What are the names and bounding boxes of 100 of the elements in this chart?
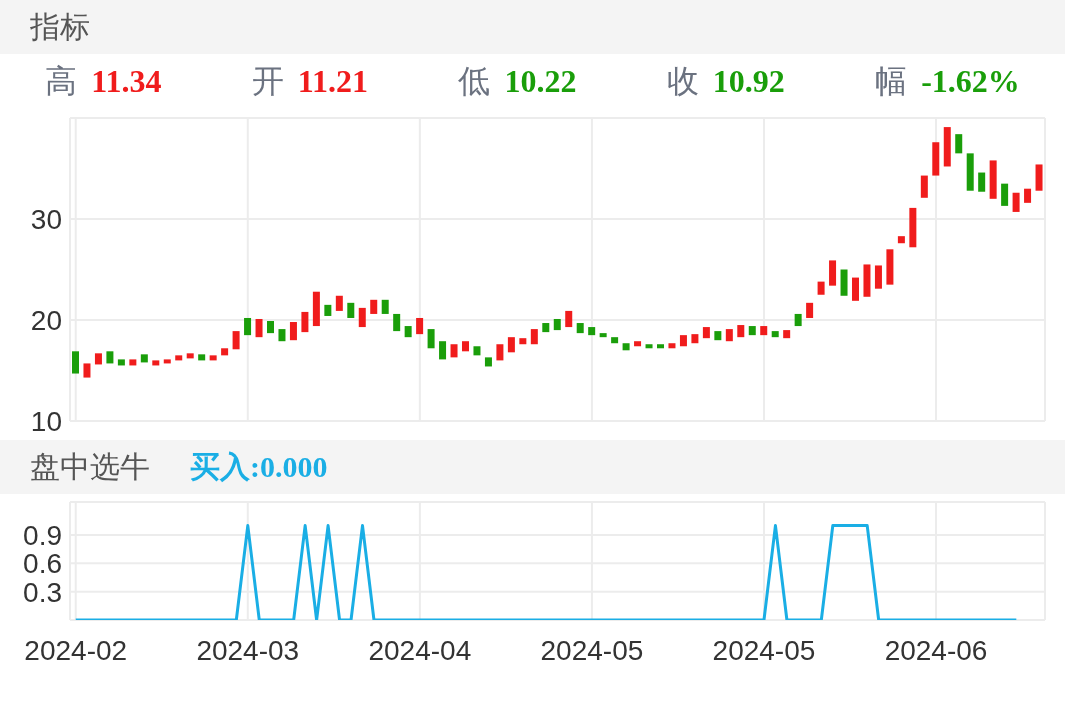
candlestick: [427, 329, 435, 349]
candlestick: [312, 291, 320, 327]
candlestick: [691, 334, 699, 344]
text: 开 11.21: [251, 63, 369, 99]
candlestick: [209, 355, 217, 361]
candlestick: [852, 277, 859, 301]
candlestick: [301, 311, 309, 333]
candlestick: [794, 313, 802, 327]
candlestick: [909, 207, 917, 248]
candlestick: [783, 330, 791, 339]
candlestick: [1035, 164, 1043, 191]
candlestick: [404, 326, 412, 338]
candlestick: [714, 331, 722, 341]
candlestick: [393, 313, 401, 332]
x-tick-label: 2024-03: [196, 634, 300, 666]
candlestick: [94, 353, 102, 365]
candlestick: [450, 344, 458, 358]
candlestick: [1012, 192, 1020, 212]
y-tick-label: 0.9: [23, 519, 62, 551]
candlestick: [657, 344, 664, 349]
candlestick: [920, 175, 928, 198]
x-tick-label: 2024-04: [368, 634, 472, 666]
candlestick: [737, 325, 745, 338]
candlestick: [978, 172, 986, 192]
candlestick: [221, 348, 229, 356]
text: 买入:0.000: [190, 448, 328, 485]
candlestick: [668, 343, 676, 349]
candlestick: [347, 302, 355, 318]
x-tick-label: 2024-05: [540, 634, 644, 666]
candlestick: [163, 359, 171, 364]
candlestick: [748, 326, 756, 336]
candlestick: [863, 264, 871, 297]
candlestick: [542, 323, 550, 333]
candlestick: [381, 299, 389, 314]
candlestick: [267, 321, 274, 334]
chart-title: 指标: [30, 8, 90, 45]
candlestick: [725, 329, 733, 342]
candlestick: [255, 318, 263, 338]
text: 收 10.92: [666, 63, 785, 99]
candlestick: [806, 302, 814, 318]
candlestick: [966, 153, 974, 191]
candlestick: [943, 127, 951, 167]
candlestick: [358, 307, 366, 328]
candlestick: [416, 317, 424, 335]
candlestick: [507, 337, 515, 353]
candlestick: [324, 304, 332, 316]
y-tick-label: 30: [30, 203, 62, 235]
candlestick: [152, 360, 160, 366]
y-tick-label: 10: [30, 405, 62, 437]
candlestick: [955, 134, 963, 154]
candlestick: [370, 299, 378, 314]
candlestick: [473, 346, 481, 356]
candlestick: [989, 160, 997, 199]
candlestick: [645, 344, 653, 349]
candlestick: [679, 335, 687, 347]
candlestick: [576, 323, 584, 334]
candlestick: [588, 327, 596, 336]
candlestick: [886, 249, 894, 285]
candlestick: [519, 338, 527, 345]
candlestick: [72, 351, 79, 374]
text: 低 10.22: [458, 63, 577, 99]
y-tick-label: 20: [30, 304, 62, 336]
candlestick: [622, 343, 630, 351]
candlestick: [874, 265, 882, 289]
candlestick: [599, 333, 607, 338]
candlestick: [829, 260, 837, 286]
candlestick: [897, 236, 905, 244]
text: 幅 -1.62%: [875, 63, 1020, 99]
chart-title: 盘中选牛: [30, 448, 150, 485]
candlestick: [186, 353, 194, 359]
candlestick: [565, 310, 573, 328]
candlestick: [840, 269, 848, 296]
candlestick: [232, 331, 240, 350]
candlestick: [83, 363, 91, 378]
text: 高 11.34: [45, 63, 162, 99]
candlestick: [530, 329, 538, 345]
candlestick: [439, 341, 447, 360]
candlestick: [106, 351, 114, 364]
candlestick: [932, 142, 940, 176]
x-tick-label: 2024-05: [712, 634, 816, 666]
candlestick: [771, 331, 779, 338]
candlestick: [702, 327, 710, 339]
candlestick: [634, 341, 642, 347]
candlestick: [462, 341, 469, 352]
candlestick: [140, 354, 148, 363]
candlestick: [611, 337, 619, 344]
candlestick: [117, 359, 125, 366]
candlestick: [278, 329, 286, 342]
candlestick: [175, 355, 183, 361]
candlestick: [198, 354, 206, 361]
candlestick: [1001, 183, 1009, 206]
candlestick: [289, 322, 297, 341]
candlestick: [129, 359, 137, 366]
candlestick: [335, 295, 343, 311]
candlestick: [244, 317, 252, 336]
candlestick: [1024, 188, 1032, 203]
candlestick: [760, 326, 768, 336]
candlestick: [553, 318, 561, 331]
candlestick: [484, 357, 492, 367]
candlestick: [817, 281, 825, 295]
